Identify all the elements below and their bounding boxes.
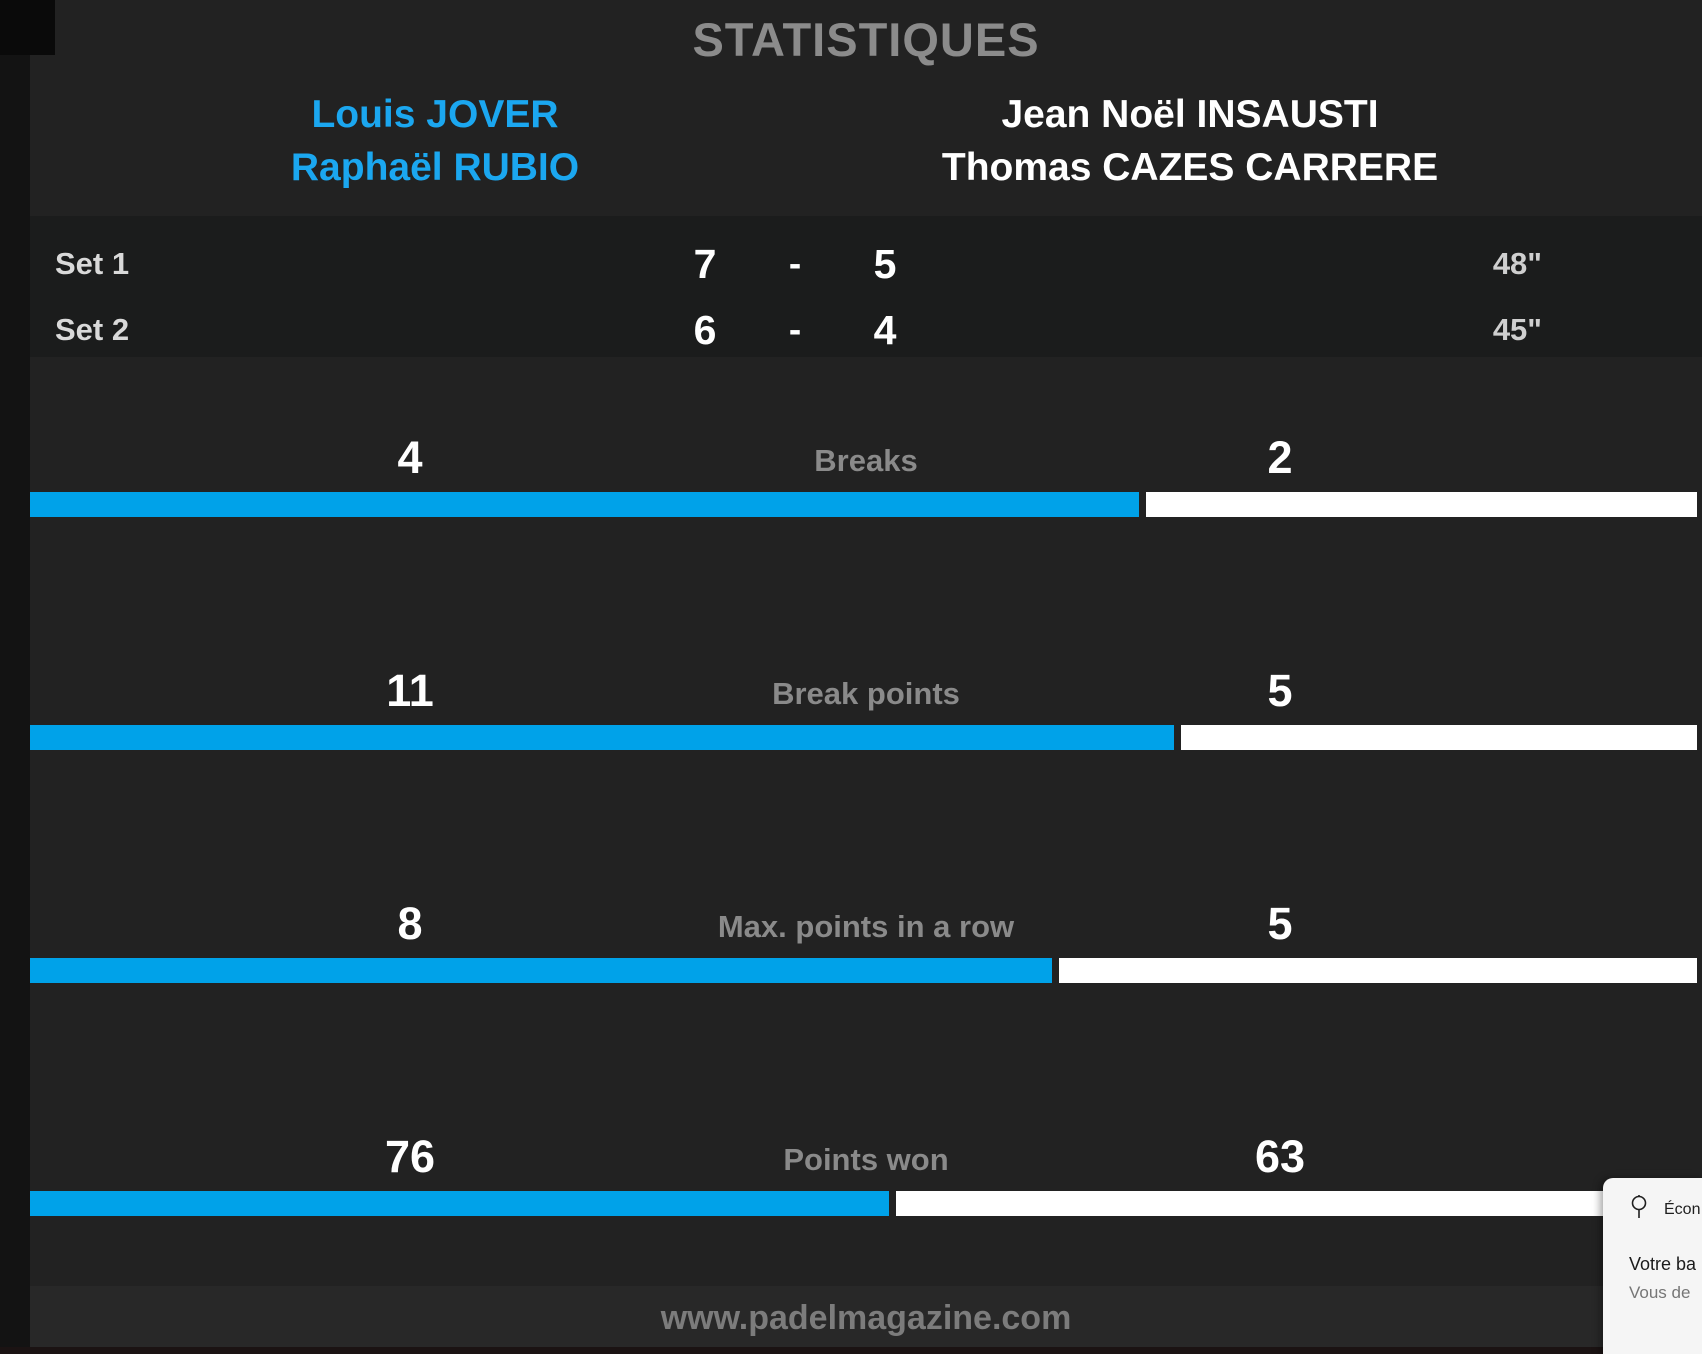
page-title: STATISTIQUES [692, 13, 1040, 66]
set-2-score-left: 6 [693, 307, 717, 353]
teams-header: Louis JOVER Raphaël RUBIO Jean Noël INSA… [30, 88, 1702, 216]
team-left-names: Louis JOVER Raphaël RUBIO [30, 88, 840, 194]
popup-title-text: Écon [1664, 1200, 1701, 1218]
footer-url: www.padelmagazine.com [660, 1299, 1072, 1337]
set-2-label: Set 2 [55, 312, 130, 347]
stat-break-points-bar [30, 725, 1697, 750]
bar-left-segment [30, 492, 1139, 517]
stat-row-points-won: 76 Points won 63 [30, 1133, 1702, 1225]
stat-breaks-label: Breaks [814, 443, 918, 478]
stat-points-won-label: Points won [783, 1142, 949, 1177]
set-2-separator: - [788, 309, 802, 350]
stat-max-points-value-right: 5 [1267, 898, 1293, 949]
bar-right-segment [1145, 492, 1697, 517]
stat-breaks-value-right: 2 [1267, 432, 1293, 483]
popup-header-row: Écon [1629, 1194, 1700, 1225]
set-1-separator: - [788, 243, 802, 284]
set-1-label: Set 1 [55, 246, 130, 281]
set-1-duration: 48" [1492, 246, 1542, 281]
set-row-2: Set 2 6 - 4 45" [30, 300, 1702, 360]
stat-break-points-value-right: 5 [1267, 665, 1293, 716]
stat-row-max-points-in-a-row: 8 Max. points in a row 5 [30, 900, 1702, 992]
team-left-player-2: Raphaël RUBIO [290, 146, 580, 189]
stat-points-won-bar [30, 1191, 1697, 1216]
set-scores-band: Set 1 7 - 5 48" Set 2 6 - 4 45" [30, 216, 1702, 357]
set-1-score-right: 5 [873, 241, 897, 287]
bar-left-segment [30, 958, 1052, 983]
stat-break-points-label: Break points [772, 676, 960, 711]
bottom-edge-strip [0, 1347, 1702, 1354]
stat-max-points-label: Max. points in a row [717, 909, 1015, 944]
team-left-player-1: Louis JOVER [311, 93, 559, 136]
set-1-score-left: 7 [693, 241, 717, 287]
edge-shopping-popup[interactable]: Écon Votre ba Vous de [1603, 1178, 1702, 1354]
stat-breaks-bar [30, 492, 1697, 517]
bar-right-segment [1058, 958, 1697, 983]
stat-breaks-value-left: 4 [397, 432, 423, 483]
set-2-score-right: 4 [873, 307, 897, 353]
price-tag-icon [1629, 1194, 1649, 1225]
stat-points-won-value-left: 76 [384, 1131, 436, 1182]
team-right-names: Jean Noël INSAUSTI Thomas CAZES CARRERE [770, 88, 1610, 194]
popup-body-text: Votre ba [1629, 1254, 1697, 1274]
stat-row-breaks: 4 Breaks 2 [30, 434, 1702, 526]
stat-max-points-value-left: 8 [397, 898, 423, 949]
team-right-player-2: Thomas CAZES CARRERE [941, 146, 1439, 189]
team-right-player-1: Jean Noël INSAUSTI [1001, 93, 1379, 136]
stat-break-points-value-left: 11 [386, 665, 434, 716]
set-row-1: Set 1 7 - 5 48" [30, 234, 1702, 294]
stat-row-break-points: 11 Break points 5 [30, 667, 1702, 759]
popup-secondary-text: Vous de [1629, 1283, 1691, 1302]
bar-right-segment [1180, 725, 1697, 750]
bar-right-segment [895, 1191, 1697, 1216]
left-edge-strip [0, 0, 30, 1354]
bar-left-segment [30, 1191, 889, 1216]
stat-points-won-value-right: 63 [1254, 1131, 1306, 1182]
footer-band: www.padelmagazine.com [30, 1286, 1702, 1354]
bar-left-segment [30, 725, 1174, 750]
top-left-corner-block [0, 0, 55, 55]
set-2-duration: 45" [1492, 312, 1542, 347]
stat-max-points-bar [30, 958, 1697, 983]
